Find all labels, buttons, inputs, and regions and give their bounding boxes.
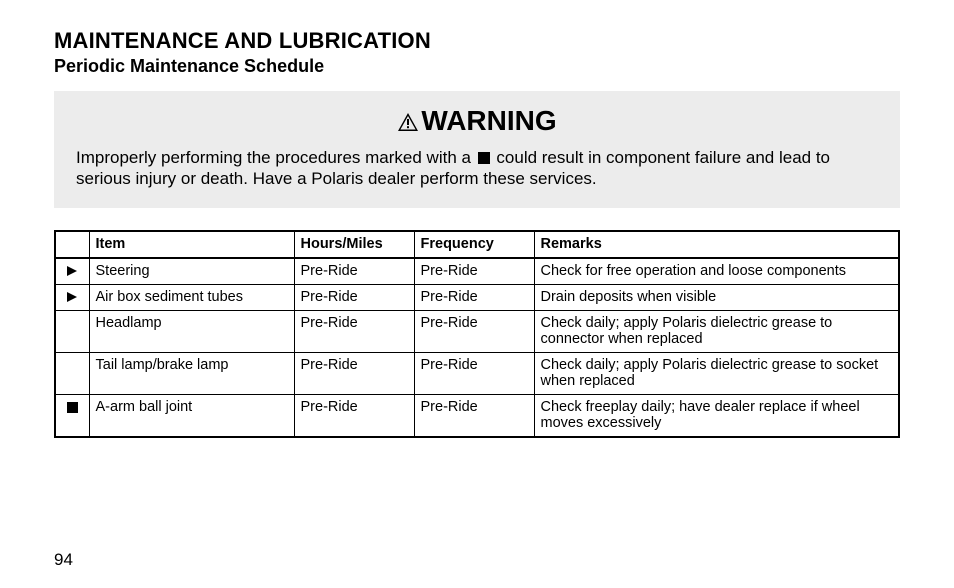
col-header-frequency: Frequency	[414, 231, 534, 258]
table-row: Air box sediment tubesPre-RidePre-RideDr…	[55, 284, 899, 310]
cell-marker	[55, 352, 89, 394]
cell-frequency: Pre-Ride	[414, 394, 534, 437]
page-title: MAINTENANCE AND LUBRICATION	[54, 28, 900, 54]
cell-marker	[55, 310, 89, 352]
cell-marker	[55, 394, 89, 437]
col-header-marker	[55, 231, 89, 258]
table-row: HeadlampPre-RidePre-RideCheck daily; app…	[55, 310, 899, 352]
cell-item: Air box sediment tubes	[89, 284, 294, 310]
cell-hours: Pre-Ride	[294, 258, 414, 285]
triangle-marker-icon	[56, 265, 89, 277]
col-header-hours: Hours/Miles	[294, 231, 414, 258]
cell-item: Headlamp	[89, 310, 294, 352]
alert-icon	[397, 107, 419, 139]
cell-frequency: Pre-Ride	[414, 258, 534, 285]
square-marker-icon	[478, 152, 490, 164]
warning-text-before: Improperly performing the procedures mar…	[76, 148, 476, 167]
table-row: SteeringPre-RidePre-RideCheck for free o…	[55, 258, 899, 285]
table-header-row: Item Hours/Miles Frequency Remarks	[55, 231, 899, 258]
table-body: SteeringPre-RidePre-RideCheck for free o…	[55, 258, 899, 437]
cell-frequency: Pre-Ride	[414, 310, 534, 352]
cell-remarks: Drain deposits when visible	[534, 284, 899, 310]
cell-remarks: Check freeplay daily; have dealer replac…	[534, 394, 899, 437]
warning-box: WARNING Improperly performing the proced…	[54, 91, 900, 208]
warning-heading-text: WARNING	[421, 105, 556, 136]
cell-frequency: Pre-Ride	[414, 284, 534, 310]
triangle-marker-icon	[56, 291, 89, 303]
cell-item: Tail lamp/brake lamp	[89, 352, 294, 394]
cell-hours: Pre-Ride	[294, 310, 414, 352]
cell-item: Steering	[89, 258, 294, 285]
cell-hours: Pre-Ride	[294, 352, 414, 394]
cell-remarks: Check daily; apply Polaris dielectric gr…	[534, 352, 899, 394]
page-number: 94	[54, 550, 73, 570]
cell-marker	[55, 258, 89, 285]
cell-item: A-arm ball joint	[89, 394, 294, 437]
cell-remarks: Check daily; apply Polaris dielectric gr…	[534, 310, 899, 352]
warning-heading: WARNING	[76, 105, 878, 139]
maintenance-table: Item Hours/Miles Frequency Remarks Steer…	[54, 230, 900, 438]
square-marker-icon	[67, 402, 78, 413]
cell-hours: Pre-Ride	[294, 284, 414, 310]
page: MAINTENANCE AND LUBRICATION Periodic Mai…	[0, 0, 954, 588]
table-row: A-arm ball jointPre-RidePre-RideCheck fr…	[55, 394, 899, 437]
col-header-item: Item	[89, 231, 294, 258]
cell-hours: Pre-Ride	[294, 394, 414, 437]
table-row: Tail lamp/brake lampPre-RidePre-RideChec…	[55, 352, 899, 394]
cell-marker	[55, 284, 89, 310]
cell-frequency: Pre-Ride	[414, 352, 534, 394]
cell-remarks: Check for free operation and loose compo…	[534, 258, 899, 285]
warning-text: Improperly performing the procedures mar…	[76, 147, 878, 190]
col-header-remarks: Remarks	[534, 231, 899, 258]
page-subtitle: Periodic Maintenance Schedule	[54, 56, 900, 77]
